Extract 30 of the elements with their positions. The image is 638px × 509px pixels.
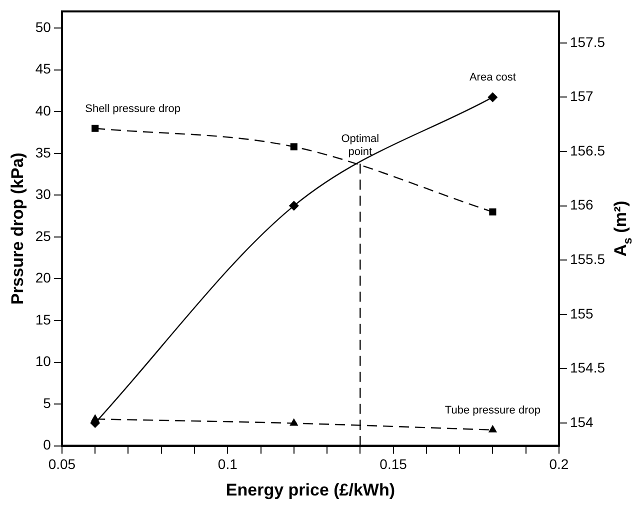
- y-tick-label: 40: [35, 102, 52, 119]
- y-tick-label: 10: [35, 353, 52, 370]
- y-tick-label: 15: [35, 311, 52, 328]
- series-label: Shell pressure drop: [85, 102, 180, 115]
- y-tick-label: 0: [43, 436, 52, 453]
- y-tick-label: 35: [35, 144, 52, 160]
- x-axis-title: Energy price (£/kWh): [226, 480, 396, 500]
- y-axis-title: Prssure drop (kPa): [8, 152, 27, 305]
- y2-tick-label: 156: [570, 196, 594, 213]
- y-tick-label: 30: [35, 186, 52, 202]
- annotation: Optimal point: [341, 132, 380, 158]
- y-tick-label: 20: [35, 270, 52, 286]
- x-tick-label: 0.2: [549, 456, 569, 472]
- y2-tick-label: 155.5: [570, 250, 606, 267]
- y2-tick-label: 154: [570, 414, 594, 430]
- y2-tick-label: 156.5: [570, 142, 606, 158]
- y-tick-label: 45: [35, 60, 52, 77]
- y-tick-label: 25: [35, 228, 52, 244]
- y2-axis-title: As (m²): [611, 200, 634, 256]
- y-tick-label: 50: [35, 18, 52, 35]
- y-tick-label: 5: [43, 394, 52, 411]
- x-tick-label: 0.05: [48, 456, 76, 472]
- y2-tick-label: 157.5: [570, 34, 606, 50]
- x-tick-label: 0.1: [218, 456, 238, 472]
- y2-tick-label: 154.5: [570, 360, 606, 376]
- series-label: Tube pressure drop: [444, 404, 540, 416]
- series-label: Area cost: [469, 72, 516, 84]
- y2-tick-label: 155: [570, 305, 594, 322]
- x-tick-label: 0.15: [380, 456, 408, 472]
- y2-tick-label: 157: [570, 88, 594, 104]
